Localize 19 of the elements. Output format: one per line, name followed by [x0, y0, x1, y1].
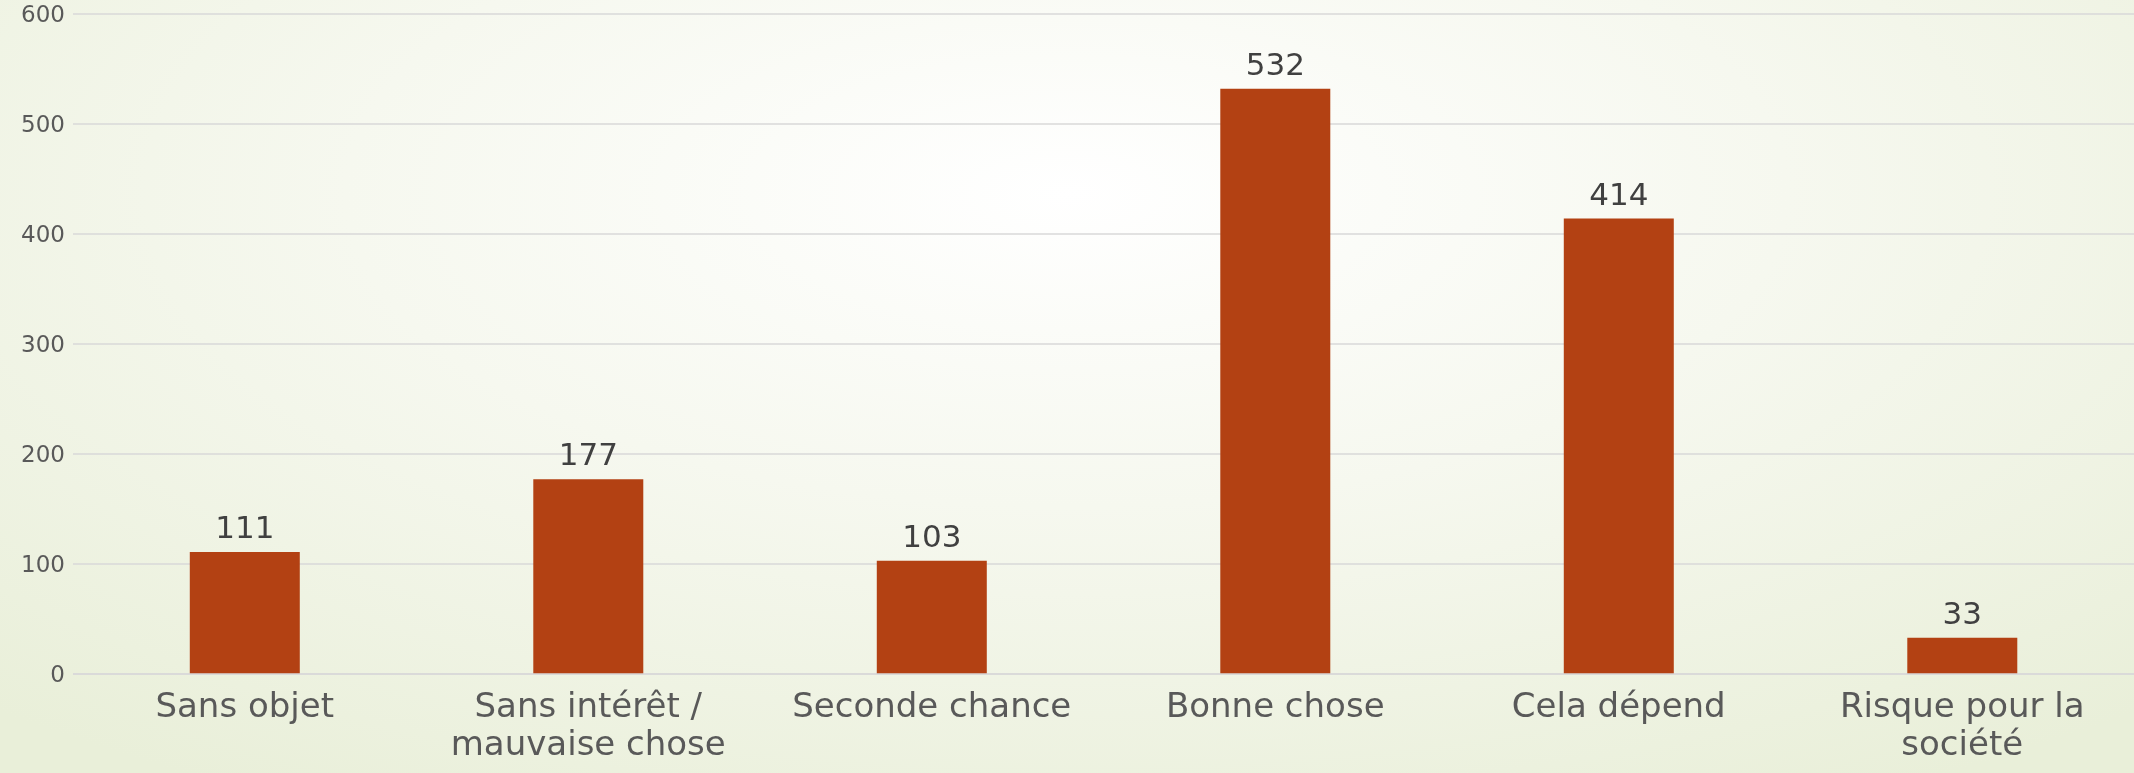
y-tick-label: 600	[21, 1, 65, 28]
data-label: 177	[558, 436, 618, 473]
x-tick-label: Bonne chose	[1165, 684, 1385, 725]
y-tick-label: 200	[21, 441, 65, 468]
data-label: 33	[1942, 594, 1983, 631]
y-tick-label: 500	[21, 111, 65, 138]
y-tick-label: 300	[21, 331, 65, 358]
y-tick-label: 400	[21, 221, 65, 248]
x-tick-label: Seconde chance	[792, 684, 1072, 725]
data-label: 532	[1245, 45, 1305, 82]
x-tick-label: Sans objet	[155, 684, 335, 725]
y-tick-label: 100	[21, 551, 65, 578]
y-tick-label: 0	[50, 661, 65, 688]
x-tick-label: Sans intérêt / mauvaise chose	[450, 684, 726, 763]
data-label: 414	[1589, 175, 1649, 212]
x-tick-label: Risque pour la société	[1839, 684, 2085, 763]
data-label: 103	[902, 517, 962, 554]
data-label: 111	[215, 508, 275, 545]
x-tick-label: Cela dépend	[1511, 684, 1726, 725]
